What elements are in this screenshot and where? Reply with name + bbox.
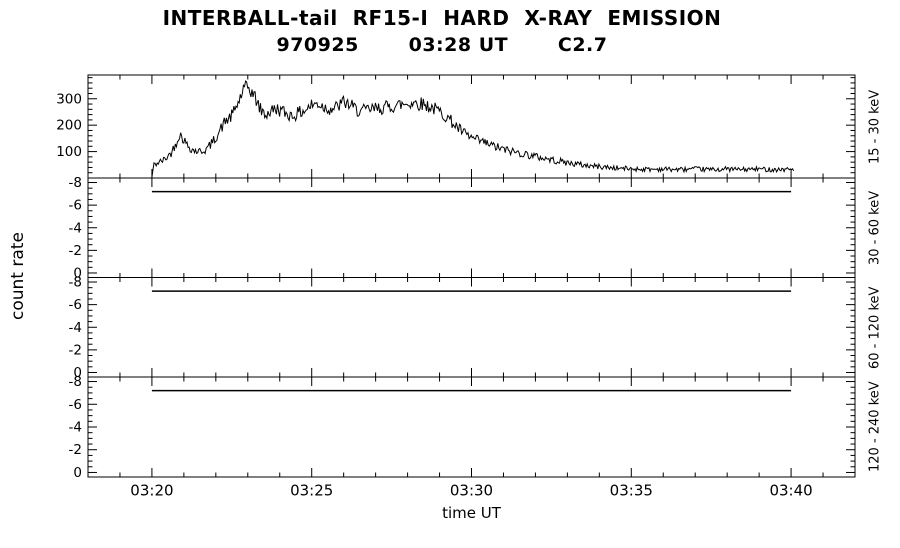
x-ticks: [119, 377, 824, 477]
svg-text:0: 0: [73, 465, 82, 481]
svg-text:-4: -4: [69, 420, 82, 436]
svg-text:03:20: 03:20: [130, 482, 173, 500]
svg-text:-4: -4: [69, 320, 82, 336]
svg-text:-8: -8: [69, 275, 82, 291]
svg-text:03:40: 03:40: [769, 482, 812, 500]
y-ticks: [88, 281, 855, 373]
svg-text:03:30: 03:30: [450, 482, 493, 500]
svg-text:0: 0: [73, 365, 82, 381]
svg-text:-2: -2: [69, 442, 82, 458]
y-tick-labels: 100 200 300: [56, 91, 82, 160]
x-ticks: [119, 277, 824, 377]
y-ticks: [88, 182, 855, 274]
x-axis-label: time UT: [442, 504, 501, 522]
svg-text:-6: -6: [69, 198, 82, 214]
x-ticks: [119, 75, 824, 178]
svg-text:-2: -2: [69, 342, 82, 358]
y-tick-labels: -8 -6 -4 -2 0: [69, 374, 82, 481]
y-tick-labels: -8 -6 -4 -2 0: [69, 175, 82, 281]
panel-2: -8 -6 -4 -2 0: [69, 275, 856, 381]
x-tick-labels: 03:20 03:25 03:30 03:35 03:40: [130, 482, 812, 500]
chart-subtitle: 970925 03:28 UT C2.7: [276, 34, 608, 56]
panel-frame: [87, 376, 856, 478]
svg-text:-6: -6: [69, 397, 82, 413]
y-ticks: [88, 77, 855, 174]
panel-3: -8 -6 -4 -2 0 03:20 03:25 03:30 03:35 03:40: [69, 374, 856, 500]
svg-text:-4: -4: [69, 220, 82, 236]
svg-text:-8: -8: [69, 374, 82, 390]
y-tick-labels: -8 -6 -4 -2 0: [69, 275, 82, 381]
svg-text:03:25: 03:25: [290, 482, 333, 500]
svg-text:03:35: 03:35: [610, 482, 653, 500]
svg-text:-2: -2: [69, 243, 82, 259]
panel-1: -8 -6 -4 -2 0: [69, 175, 856, 281]
panel-frame: [87, 74, 856, 179]
x-ticks: [119, 178, 824, 278]
svg-text:300: 300: [56, 91, 82, 107]
y-ticks: [88, 381, 855, 473]
svg-text:100: 100: [56, 144, 82, 160]
svg-text:-8: -8: [69, 175, 82, 191]
svg-text:-6: -6: [69, 297, 82, 313]
svg-text:200: 200: [56, 118, 82, 134]
data-series: [151, 80, 795, 178]
chart-title: INTERBALL-tail RF15-I HARD X-RAY EMISSIO…: [162, 6, 722, 30]
svg-text:0: 0: [73, 265, 82, 281]
panel-frame: [87, 177, 856, 278]
panel-frame: [87, 277, 856, 378]
panel-0: 100 200 300: [56, 74, 856, 179]
